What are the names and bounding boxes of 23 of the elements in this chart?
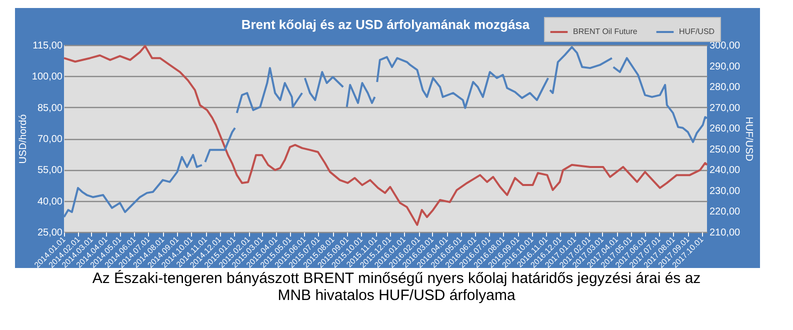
y-tick-label: 25,00 [37, 228, 63, 238]
y-tick-label: 85,00 [37, 102, 63, 114]
y-tick-label: 70,00 [37, 134, 63, 145]
y-tick-label: 40,00 [37, 196, 63, 208]
chart-title: Brent kőolaj és az USD árfolyamának mozgása [241, 17, 530, 32]
y2-axis-title: HUF/USD [743, 116, 754, 162]
y2-tick-label: 300,00 [710, 40, 741, 52]
legend-label: HUF/USD [679, 27, 715, 36]
y2-tick-label: 250,00 [710, 144, 741, 156]
y2-tick-label: 280,00 [710, 82, 741, 94]
y-tick-label: 100,00 [32, 72, 63, 83]
y2-tick-label: 220,00 [710, 206, 741, 218]
y-axis-title: USD/hordó [18, 114, 29, 164]
y2-tick-label: 260,00 [710, 124, 741, 135]
y2-tick-label: 240,00 [710, 165, 741, 176]
y2-tick-label: 210,00 [710, 228, 741, 238]
y-tick-label: 115,00 [32, 40, 63, 52]
y2-tick-label: 230,00 [710, 186, 741, 197]
legend-label: BRENT Oil Future [573, 27, 638, 36]
y2-tick-label: 270,00 [710, 102, 741, 114]
text: Az Északi-tengeren bányászott BRENT minőségű nyers kőolaj határidős jegyzési árai és az MNB hivatalos HUF/USD árfolyama [91, 270, 702, 304]
y-tick-label: 55,00 [37, 165, 63, 176]
y2-tick-label: 290,00 [710, 61, 741, 72]
